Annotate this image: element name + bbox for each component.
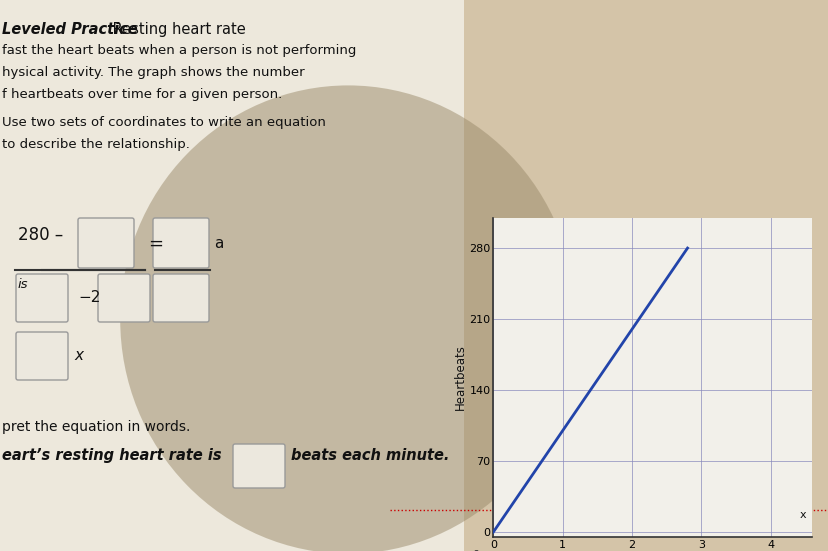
FancyBboxPatch shape <box>233 444 285 488</box>
Text: to describe the relationship.: to describe the relationship. <box>2 138 190 151</box>
Text: Leveled Practice: Leveled Practice <box>2 22 137 37</box>
FancyBboxPatch shape <box>98 274 150 322</box>
FancyBboxPatch shape <box>153 218 209 268</box>
Text: −2: −2 <box>78 290 100 305</box>
Text: a: a <box>214 236 223 251</box>
FancyBboxPatch shape <box>78 218 134 268</box>
Y-axis label: Heartbeats: Heartbeats <box>453 344 466 410</box>
Text: x: x <box>799 510 806 520</box>
Text: 0: 0 <box>472 550 479 551</box>
Text: hysical activity. The graph shows the number: hysical activity. The graph shows the nu… <box>2 66 304 79</box>
Text: Resting heart rate: Resting heart rate <box>108 22 245 37</box>
Text: f heartbeats over time for a given person.: f heartbeats over time for a given perso… <box>2 88 282 101</box>
Text: fast the heart beats when a person is not performing: fast the heart beats when a person is no… <box>2 44 356 57</box>
FancyBboxPatch shape <box>0 0 464 551</box>
Text: 280 –: 280 – <box>18 226 63 244</box>
FancyBboxPatch shape <box>16 332 68 380</box>
Text: pret the equation in words.: pret the equation in words. <box>2 420 190 434</box>
FancyBboxPatch shape <box>153 274 209 322</box>
Text: x: x <box>74 348 83 364</box>
FancyBboxPatch shape <box>16 274 68 322</box>
Text: beats each minute.: beats each minute. <box>291 448 449 463</box>
Text: =: = <box>148 235 163 253</box>
Text: eart’s resting heart rate is: eart’s resting heart rate is <box>2 448 221 463</box>
Text: Use two sets of coordinates to write an equation: Use two sets of coordinates to write an … <box>2 116 325 129</box>
Text: Check for Reasonable: Check for Reasonable <box>565 520 733 534</box>
Text: is: is <box>18 278 28 291</box>
Ellipse shape <box>120 85 575 551</box>
